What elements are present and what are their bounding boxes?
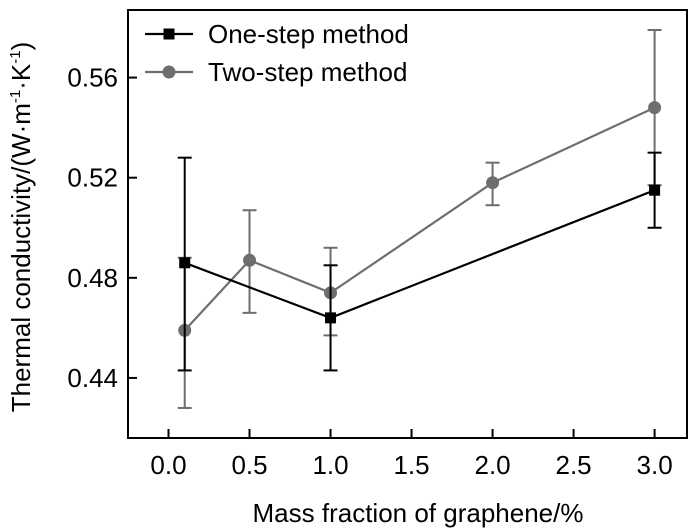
y-axis-title-exponent-1: -1 — [7, 90, 24, 103]
legend-label: Two-step method — [208, 57, 407, 87]
y-tick-label: 0.52 — [67, 163, 118, 193]
data-point — [243, 253, 257, 267]
series-one-step — [177, 151, 662, 372]
y-axis-title: Thermal conductivity/(W·m-1·K-1) — [6, 42, 36, 413]
x-tick-label: 1.5 — [393, 450, 429, 480]
legend-marker — [163, 28, 175, 40]
y-tick-label: 0.56 — [67, 63, 118, 93]
legend: One-step method Two-step method — [145, 19, 409, 87]
data-point — [649, 184, 661, 196]
y-tick-label: 0.44 — [67, 363, 118, 393]
x-tick-label: 3.0 — [637, 450, 673, 480]
y-axis: 0.44 0.48 0.52 0.56 — [67, 63, 137, 393]
legend-marker — [162, 65, 176, 79]
x-tick-label: 2.0 — [474, 450, 510, 480]
x-tick-label: 0.0 — [150, 450, 186, 480]
data-point — [325, 312, 337, 324]
series-layer — [177, 29, 662, 409]
y-axis-title-middle: ·K — [6, 63, 36, 90]
data-point — [179, 257, 191, 269]
y-axis-title-exponent-2: -1 — [7, 50, 24, 63]
legend-label: One-step method — [208, 19, 409, 49]
y-axis-title-suffix: ) — [6, 42, 36, 51]
data-point — [486, 176, 500, 190]
y-tick-label: 0.48 — [67, 263, 118, 293]
x-axis-title: Mass fraction of graphene/% — [253, 498, 584, 528]
x-tick-label: 0.5 — [231, 450, 267, 480]
plot-area-frame — [127, 9, 688, 439]
data-point — [648, 101, 662, 115]
x-tick-label: 2.5 — [556, 450, 592, 480]
x-axis: 0.0 0.5 1.0 1.5 2.0 2.5 3.0 — [150, 429, 673, 480]
x-tick-label: 1.0 — [312, 450, 348, 480]
y-axis-title-prefix: Thermal conductivity/(W·m — [6, 103, 36, 412]
